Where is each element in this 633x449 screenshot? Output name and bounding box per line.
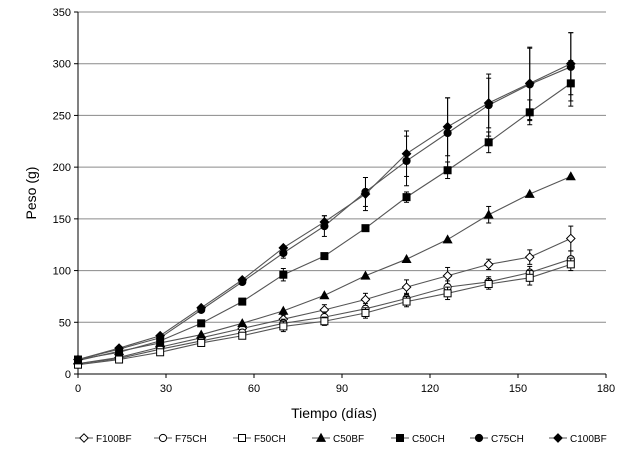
- data-point: [442, 270, 453, 281]
- legend-label: F75CH: [175, 434, 207, 445]
- data-point: [73, 354, 83, 365]
- y-axis-label: Peso (g): [23, 167, 39, 220]
- y-tick-label: 0: [65, 369, 71, 381]
- y-tick-label: 150: [53, 214, 71, 226]
- legend-label: C75CH: [491, 434, 524, 445]
- y-tick-label: 50: [59, 317, 71, 329]
- legend-marker: [238, 434, 246, 442]
- data-point: [278, 242, 289, 253]
- data-point: [484, 138, 493, 147]
- legend-item-c75ch: C75CH: [470, 433, 524, 445]
- data-point: [525, 273, 534, 282]
- data-point: [524, 252, 535, 263]
- data-point: [524, 188, 535, 198]
- legend-marker: [79, 433, 89, 443]
- y-tick-label: 350: [53, 7, 71, 19]
- data-point: [360, 294, 371, 305]
- data-point: [401, 282, 412, 293]
- legend-label: C50CH: [412, 434, 445, 445]
- x-tick-label: 120: [421, 383, 439, 395]
- data-point: [196, 302, 207, 313]
- legend-item-f75ch: F75CH: [154, 433, 207, 445]
- data-point: [197, 338, 206, 347]
- x-tick-label: 90: [336, 383, 348, 395]
- series-layer: [72, 32, 576, 369]
- data-point: [237, 318, 248, 328]
- data-point: [483, 209, 494, 219]
- data-point: [360, 189, 371, 199]
- data-point: [443, 289, 452, 298]
- x-tick-label: 60: [248, 383, 260, 395]
- y-tick-label: 250: [53, 110, 71, 122]
- x-axis-label: Tiempo (días): [291, 405, 377, 421]
- data-point: [319, 217, 330, 227]
- x-tick-label: 0: [75, 383, 81, 395]
- data-point: [565, 58, 576, 69]
- data-point: [320, 317, 329, 326]
- series-f50ch: [74, 257, 575, 369]
- data-point: [361, 308, 370, 317]
- data-point: [319, 290, 330, 300]
- series-line: [77, 175, 572, 362]
- legend-item-c100bf: C100BF: [549, 433, 607, 445]
- legend-item-c50ch: C50CH: [391, 434, 445, 445]
- legend-marker: [158, 433, 168, 443]
- data-point: [155, 330, 166, 341]
- data-point: [238, 331, 247, 340]
- data-point: [565, 233, 576, 244]
- data-point: [401, 253, 412, 264]
- data-point: [320, 252, 329, 261]
- legend-marker: [315, 432, 327, 442]
- data-point: [402, 297, 411, 306]
- data-point: [402, 193, 411, 202]
- x-tick-label: 30: [160, 383, 172, 395]
- data-point: [484, 280, 493, 289]
- data-point: [237, 274, 248, 285]
- data-point: [279, 322, 288, 331]
- data-point: [442, 121, 453, 132]
- data-point: [279, 270, 288, 279]
- legend-label: C50BF: [333, 434, 364, 445]
- legend-marker: [474, 433, 484, 443]
- legend: F100BF F75CH F50CH C50BF C50CH C75CH C100BF: [75, 432, 607, 445]
- data-point: [401, 148, 412, 159]
- data-point: [524, 78, 535, 89]
- data-point: [278, 305, 289, 315]
- y-tick-label: 100: [53, 266, 71, 278]
- data-point: [114, 343, 124, 354]
- legend-label: C100BF: [570, 434, 607, 445]
- y-tick-label: 200: [53, 162, 71, 174]
- data-point: [197, 319, 206, 328]
- data-point: [156, 348, 165, 357]
- data-point: [565, 171, 576, 181]
- y-tick-label: 300: [53, 59, 71, 71]
- legend-item-f50ch: F50CH: [233, 434, 286, 445]
- legend-item-c50bf: C50BF: [312, 432, 364, 445]
- legend-label: F100BF: [96, 434, 132, 445]
- data-point: [483, 98, 494, 108]
- x-tick-label: 150: [509, 383, 527, 395]
- data-point: [196, 329, 207, 339]
- data-point: [361, 224, 370, 233]
- series-c100bf: [73, 32, 576, 365]
- legend-marker: [553, 433, 563, 443]
- data-point: [483, 259, 494, 270]
- axes: 0 50 100 150 200 250 300 350 0 30 60 90 120 150 180: [53, 7, 616, 395]
- legend-marker: [396, 434, 404, 442]
- series-c50bf: [72, 171, 576, 365]
- gridlines: [78, 11, 606, 323]
- data-point: [238, 297, 247, 306]
- data-point: [442, 234, 453, 244]
- legend-label: F50CH: [254, 434, 286, 445]
- x-tick-label: 180: [597, 383, 615, 395]
- data-point: [360, 270, 371, 280]
- data-point: [115, 355, 124, 364]
- data-point: [566, 260, 575, 269]
- legend-item-f100bf: F100BF: [75, 433, 132, 445]
